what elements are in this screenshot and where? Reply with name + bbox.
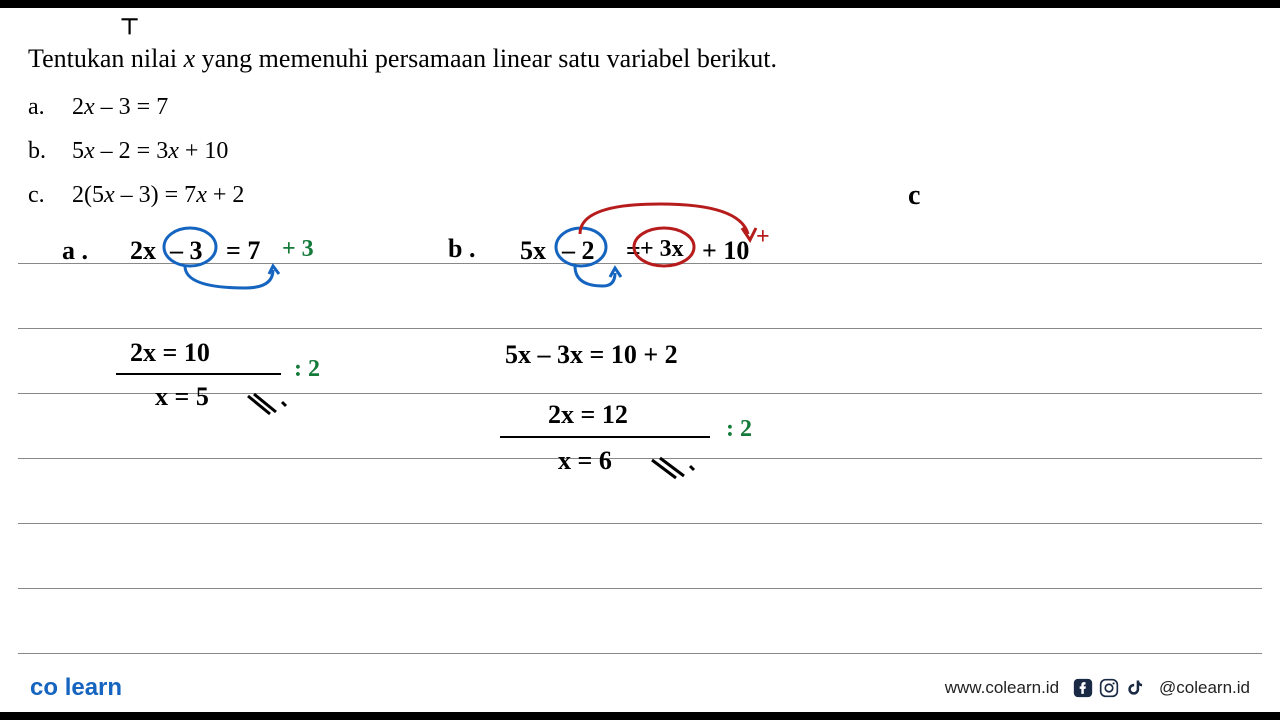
work-b-line3: 2x = 12 [548,400,628,430]
question-text: Tentukan nilai x yang memenuhi persamaan… [28,44,777,74]
work-b-label: b . [448,234,475,264]
facebook-icon [1073,678,1093,698]
arc-b-red [570,194,770,244]
work-b-line2: 5x – 3x = 10 + 2 [505,340,678,370]
subquestion-a: a. 2x – 3 = 7 [28,94,168,121]
work-a-line3: x = 5 [155,382,209,412]
work-a-label: a . [62,236,88,266]
footer-url: www.colearn.id [945,678,1059,698]
bottom-black-bar [0,712,1280,720]
instagram-icon [1099,678,1119,698]
ruled-line [18,653,1262,654]
work-b-line1-left: 5x [520,236,546,266]
answer-mark-a [244,392,294,422]
social-icons [1073,678,1145,698]
work-b-line3-green: : 2 [726,416,752,443]
brand-learn: learn [65,674,122,701]
worksheet-content: ⊤ Tentukan nilai x yang memenuhi persama… [0,8,1280,672]
subquestion-c: c. 2(5x – 3) = 7x + 2 [28,182,244,209]
footer-handle: @colearn.id [1159,678,1250,698]
brand-co: co [30,674,58,701]
brand-logo: co learn [30,674,122,702]
tiktok-icon [1125,678,1145,698]
arc-a-blue [165,258,315,298]
stray-mark: ⊤ [120,14,139,40]
ruled-line [18,328,1262,329]
work-a-line2-green: : 2 [294,356,320,383]
work-b-line4: x = 6 [558,446,612,476]
work-b-divider [500,436,710,438]
work-a-line2: 2x = 10 [130,338,210,368]
subquestion-b: b. 5x – 2 = 3x + 10 [28,138,228,165]
subq-c-label: c. [28,182,66,209]
ruled-line [18,588,1262,589]
work-a-divider [116,373,281,375]
top-black-bar [0,0,1280,8]
answer-mark-b [648,456,703,486]
ruled-line [18,458,1262,459]
subq-a-label: a. [28,94,66,121]
subq-b-label: b. [28,138,66,165]
footer-right: www.colearn.id @colearn.id [945,678,1250,698]
ruled-line [18,523,1262,524]
arc-b-blue [555,258,635,298]
work-c-label: c [908,180,920,212]
work-a-line1-left: 2x [130,236,156,266]
footer: co learn www.colearn.id @colearn.id [0,664,1280,712]
